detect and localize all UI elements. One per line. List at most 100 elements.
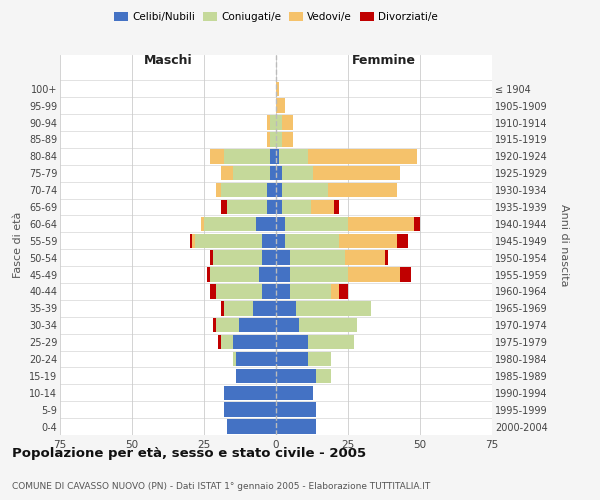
Bar: [270, 132, 276, 146]
Bar: [276, 116, 282, 130]
Bar: [385, 250, 388, 265]
Bar: [334, 200, 340, 214]
Bar: [276, 318, 299, 332]
Bar: [308, 149, 417, 164]
Bar: [239, 318, 276, 332]
Bar: [221, 183, 268, 198]
Bar: [210, 149, 224, 164]
Bar: [328, 183, 397, 198]
Bar: [397, 234, 409, 248]
Bar: [316, 368, 331, 383]
Bar: [221, 335, 233, 349]
Y-axis label: Fasce di età: Fasce di età: [13, 212, 23, 278]
Bar: [282, 132, 293, 146]
Bar: [256, 216, 276, 231]
Bar: [276, 234, 284, 248]
Bar: [262, 284, 276, 298]
Bar: [282, 166, 313, 180]
Bar: [345, 250, 385, 265]
Bar: [284, 234, 340, 248]
Bar: [227, 200, 268, 214]
Bar: [400, 268, 412, 281]
Bar: [276, 98, 284, 113]
Bar: [276, 166, 282, 180]
Bar: [348, 216, 414, 231]
Bar: [236, 352, 276, 366]
Bar: [276, 250, 290, 265]
Bar: [212, 250, 262, 265]
Bar: [290, 268, 348, 281]
Bar: [290, 250, 345, 265]
Bar: [227, 420, 276, 434]
Bar: [268, 116, 270, 130]
Bar: [276, 301, 296, 316]
Bar: [262, 250, 276, 265]
Bar: [218, 335, 221, 349]
Bar: [236, 368, 276, 383]
Bar: [276, 386, 313, 400]
Bar: [201, 216, 204, 231]
Bar: [284, 216, 348, 231]
Bar: [276, 200, 282, 214]
Bar: [212, 318, 215, 332]
Y-axis label: Anni di nascita: Anni di nascita: [559, 204, 569, 286]
Bar: [193, 234, 196, 248]
Bar: [414, 216, 420, 231]
Bar: [233, 352, 236, 366]
Text: Maschi: Maschi: [143, 54, 193, 66]
Bar: [215, 318, 239, 332]
Bar: [204, 216, 256, 231]
Bar: [276, 352, 308, 366]
Bar: [210, 250, 212, 265]
Bar: [270, 116, 276, 130]
Bar: [276, 335, 308, 349]
Bar: [276, 216, 284, 231]
Bar: [270, 149, 276, 164]
Bar: [276, 132, 282, 146]
Bar: [331, 284, 340, 298]
Bar: [224, 149, 270, 164]
Bar: [253, 301, 276, 316]
Bar: [207, 268, 210, 281]
Bar: [276, 368, 316, 383]
Bar: [196, 234, 262, 248]
Bar: [224, 386, 276, 400]
Bar: [276, 268, 290, 281]
Bar: [276, 420, 316, 434]
Bar: [311, 200, 334, 214]
Bar: [233, 166, 270, 180]
Bar: [221, 301, 224, 316]
Bar: [215, 183, 221, 198]
Bar: [308, 352, 331, 366]
Legend: Celibi/Nubili, Coniugati/e, Vedovi/e, Divorziati/e: Celibi/Nubili, Coniugati/e, Vedovi/e, Di…: [110, 8, 442, 26]
Bar: [276, 82, 279, 96]
Text: COMUNE DI CAVASSO NUOVO (PN) - Dati ISTAT 1° gennaio 2005 - Elaborazione TUTTITA: COMUNE DI CAVASSO NUOVO (PN) - Dati ISTA…: [12, 482, 430, 491]
Bar: [210, 268, 259, 281]
Bar: [262, 234, 276, 248]
Bar: [340, 284, 348, 298]
Bar: [348, 268, 400, 281]
Bar: [308, 335, 354, 349]
Bar: [221, 200, 227, 214]
Bar: [233, 335, 276, 349]
Bar: [270, 166, 276, 180]
Bar: [268, 200, 276, 214]
Bar: [282, 200, 311, 214]
Bar: [224, 402, 276, 417]
Bar: [276, 402, 316, 417]
Bar: [296, 301, 371, 316]
Bar: [276, 149, 279, 164]
Bar: [299, 318, 356, 332]
Bar: [215, 284, 262, 298]
Text: Femmine: Femmine: [352, 54, 416, 66]
Bar: [210, 284, 215, 298]
Bar: [282, 183, 328, 198]
Text: Popolazione per età, sesso e stato civile - 2005: Popolazione per età, sesso e stato civil…: [12, 448, 366, 460]
Bar: [279, 149, 308, 164]
Bar: [282, 116, 293, 130]
Bar: [268, 183, 276, 198]
Bar: [276, 284, 290, 298]
Bar: [190, 234, 193, 248]
Bar: [221, 166, 233, 180]
Bar: [340, 234, 397, 248]
